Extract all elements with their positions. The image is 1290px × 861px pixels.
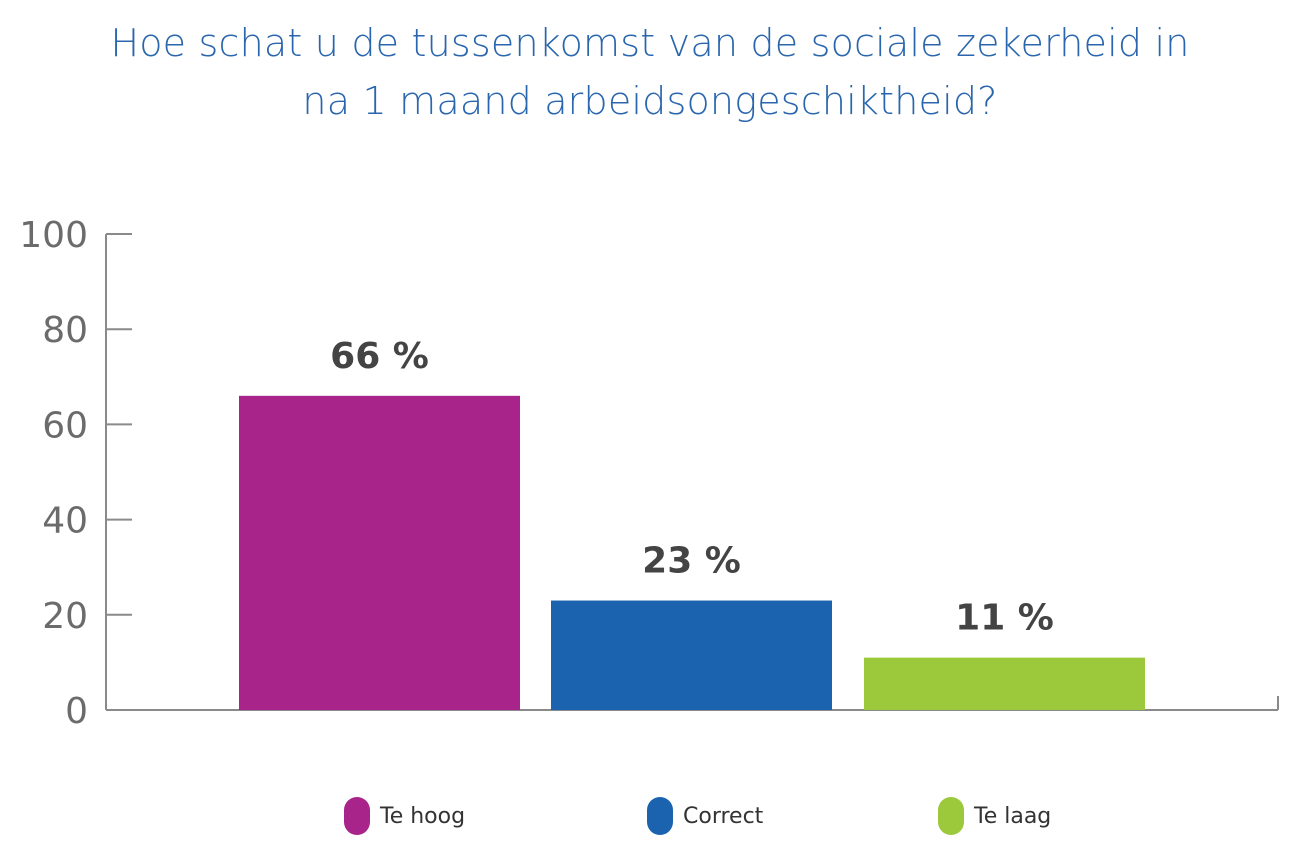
chart-title-line-2: na 1 maand arbeidsongeschiktheid? (302, 79, 998, 123)
bar-correct (551, 600, 832, 710)
bar-te-laag (864, 657, 1145, 710)
legend-item-te-hoog: Te hoog (344, 796, 465, 836)
data-label-te-laag: 11 % (955, 598, 1054, 639)
legend-item-correct: Correct (647, 796, 763, 836)
legend-swatch-te-laag (938, 797, 964, 835)
data-label-correct: 23 % (642, 541, 741, 582)
chart-legend: Te hoog Correct Te laag (0, 796, 1290, 840)
y-tick-label-80: 80 (42, 310, 88, 351)
bar-chart: 0 20 40 60 80 100 66 % 23 % 11 % (19, 215, 1279, 732)
y-tick-label-20: 20 (42, 596, 88, 637)
y-tick-label-40: 40 (42, 501, 88, 542)
legend-label-te-hoog: Te hoog (380, 803, 466, 829)
legend-swatch-correct (647, 797, 673, 835)
y-tick-label-0: 0 (65, 691, 88, 732)
y-tick-label-60: 60 (42, 405, 88, 446)
y-tick-label-100: 100 (19, 215, 88, 256)
legend-swatch-te-hoog (344, 797, 370, 835)
chart-title-line-1: Hoe schat u de tussenkomst van de social… (110, 21, 1190, 65)
legend-item-te-laag: Te laag (938, 796, 1051, 836)
data-label-te-hoog: 66 % (330, 336, 429, 377)
chart-title: Hoe schat u de tussenkomst van de social… (0, 14, 1290, 130)
bar-te-hoog (239, 395, 520, 710)
legend-label-te-laag: Te laag (974, 803, 1052, 829)
legend-label-correct: Correct (683, 803, 764, 829)
